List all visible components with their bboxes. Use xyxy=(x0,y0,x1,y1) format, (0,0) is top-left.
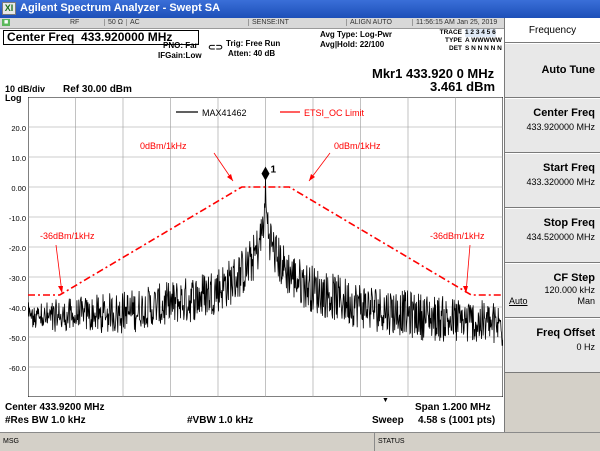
softkey-value: 0 Hz xyxy=(576,342,595,352)
annotation-right-top: 0dBm/1kHz xyxy=(334,141,381,151)
spectrum-plot: MAX41462 ETSI_OC Limit 0dBm/1kHz 0dBm/1k… xyxy=(28,97,503,397)
trace-key: TRACE xyxy=(439,29,462,36)
type-key: TYPE xyxy=(445,37,462,44)
avg-type: Avg Type: Log-Pwr xyxy=(320,30,392,39)
status-clock: 11:56:15 AM Jan 25, 2019 xyxy=(412,19,497,26)
annotation-arrowhead xyxy=(58,286,63,293)
footer-vbw: #VBW 1.0 kHz xyxy=(187,415,254,426)
trigger-icon: ⊂⊃ xyxy=(208,42,224,52)
footer-span: Span 1.200 MHz xyxy=(415,402,491,413)
limit-series xyxy=(28,186,503,296)
ifgain-setting: IFGain:Low xyxy=(158,51,202,60)
sweep-indicator-icon: ▼ xyxy=(382,397,389,404)
annotation-arrowhead xyxy=(463,286,468,293)
softkey-label: CF Step xyxy=(553,272,595,284)
softkey-label: Stop Freq xyxy=(543,217,595,229)
status-sense: SENSE:INT xyxy=(248,19,289,26)
softkey-cf-step[interactable]: CF Step 120.000 kHz Auto Man xyxy=(505,263,600,318)
y-tick-label: -60.0 xyxy=(8,364,26,373)
app-logo-icon: XI xyxy=(2,2,16,15)
annotation-arrowhead xyxy=(309,174,315,181)
softkey-start-freq[interactable]: Start Freq 433.320000 MHz xyxy=(505,153,600,208)
softkey-label: Start Freq xyxy=(543,162,595,174)
annotation-arrowhead xyxy=(227,174,233,181)
status-align: ALIGN AUTO xyxy=(346,19,392,26)
softkey-value: 433.320000 MHz xyxy=(526,177,595,187)
rf-status-indicator: ■ xyxy=(2,19,11,26)
window-title: Agilent Spectrum Analyzer - Swept SA xyxy=(20,2,221,14)
softkey-auto-tune[interactable]: Auto Tune xyxy=(505,43,600,98)
message-bar: MSG STATUS xyxy=(0,432,600,451)
status-label: STATUS xyxy=(378,438,405,445)
pno-setting: PNO: Far xyxy=(163,41,198,50)
softkey-freq-offset[interactable]: Freq Offset 0 Hz xyxy=(505,318,600,373)
status-row: ■ RF 50 Ω AC SENSE:INT ALIGN AUTO 11:56:… xyxy=(0,18,504,29)
y-tick-label: 10.0 xyxy=(11,154,26,163)
footer-center: Center 433.9200 MHz xyxy=(5,402,105,413)
softkey-label: Auto Tune xyxy=(541,64,595,76)
footer-sweep-value: 4.58 s (1001 pts) xyxy=(418,415,496,426)
marker-diamond-icon xyxy=(261,166,270,181)
scale-per-div: 10 dB/div xyxy=(5,84,46,94)
plot-grid xyxy=(28,97,503,397)
msg-label: MSG xyxy=(3,438,19,445)
annotation-arrow xyxy=(465,244,471,294)
title-bar: XI Agilent Spectrum Analyzer - Swept SA xyxy=(0,0,600,18)
softkey-options: Auto Man xyxy=(505,296,595,306)
y-tick-label: -20.0 xyxy=(8,244,26,253)
footer-sweep-label: Sweep xyxy=(372,415,404,426)
softkey-label: Freq Offset xyxy=(536,327,595,339)
annotation-left-bottom: -36dBm/1kHz xyxy=(40,231,95,241)
reference-level: Ref 30.00 dBm xyxy=(63,84,132,95)
det-key: DET xyxy=(449,45,462,52)
softkey-label: Center Freq xyxy=(533,107,595,119)
avg-hold: Avg|Hold: 22/100 xyxy=(320,40,385,49)
measurement-header: Center Freq 433.920000 MHz PNO: Far ⊂⊃ I… xyxy=(0,29,504,103)
softkey-menu-title: Frequency xyxy=(505,18,600,43)
annotation-left-top: 0dBm/1kHz xyxy=(140,141,187,151)
limit-line xyxy=(28,186,503,296)
legend-label-limit: ETSI_OC Limit xyxy=(304,108,365,118)
marker-number: 1 xyxy=(271,165,277,176)
trace-table: TRACE 1 2 3 4 5 6 TYPE A WWWWW DET S N N N … xyxy=(438,29,502,53)
center-freq-label: Center Freq xyxy=(7,30,75,44)
status-rf: RF xyxy=(70,19,80,26)
softkey-stop-freq[interactable]: Stop Freq 434.520000 MHz xyxy=(505,208,600,263)
trace-val: 1 2 3 4 5 6 xyxy=(465,29,496,37)
det-val: S N N N N N xyxy=(465,45,502,52)
softkey-value: 433.920000 MHz xyxy=(526,122,595,132)
softkey-option-auto[interactable]: Auto xyxy=(509,296,528,306)
marker-readout-label: Mkr1 433.920 0 MHz xyxy=(372,66,495,81)
y-tick-label: 20.0 xyxy=(11,124,26,133)
center-freq-display[interactable]: Center Freq 433.920000 MHz xyxy=(3,30,199,45)
scale-type: Log xyxy=(5,93,22,103)
y-tick-label: 0.00 xyxy=(11,184,26,193)
softkey-value: 434.520000 MHz xyxy=(526,232,595,242)
atten-setting: Atten: 40 dB xyxy=(228,49,276,58)
center-freq-value: 433.920000 MHz xyxy=(81,30,173,44)
y-tick-label: -40.0 xyxy=(8,304,26,313)
softkey-panel: Frequency Auto Tune Center Freq 433.9200… xyxy=(504,18,600,432)
y-tick-label: -10.0 xyxy=(8,214,26,223)
status-impedance: 50 Ω xyxy=(104,19,123,26)
annotation-arrow xyxy=(55,244,63,294)
type-val: A WWWWW xyxy=(465,37,502,44)
marker-1: 1 xyxy=(261,165,277,181)
annotations: 0dBm/1kHz 0dBm/1kHz -36dBm/1kHz -36dBm/1… xyxy=(40,141,485,294)
trigger-setting: Trig: Free Run xyxy=(226,39,281,48)
footer-res-bw: #Res BW 1.0 kHz xyxy=(5,415,86,426)
status-coupling: AC xyxy=(126,19,140,26)
legend: MAX41462 ETSI_OC Limit xyxy=(176,108,365,118)
marker-readout-value: 3.461 dBm xyxy=(430,79,496,94)
annotation-right-bottom: -36dBm/1kHz xyxy=(430,231,485,241)
y-tick-label: -30.0 xyxy=(8,274,26,283)
legend-label-trace: MAX41462 xyxy=(202,108,247,118)
softkey-option-man[interactable]: Man xyxy=(577,296,595,306)
softkey-center-freq[interactable]: Center Freq 433.920000 MHz xyxy=(505,98,600,153)
softkey-value: 120.000 kHz xyxy=(544,285,595,295)
y-tick-label: -50.0 xyxy=(8,334,26,343)
msg-divider xyxy=(374,433,375,451)
